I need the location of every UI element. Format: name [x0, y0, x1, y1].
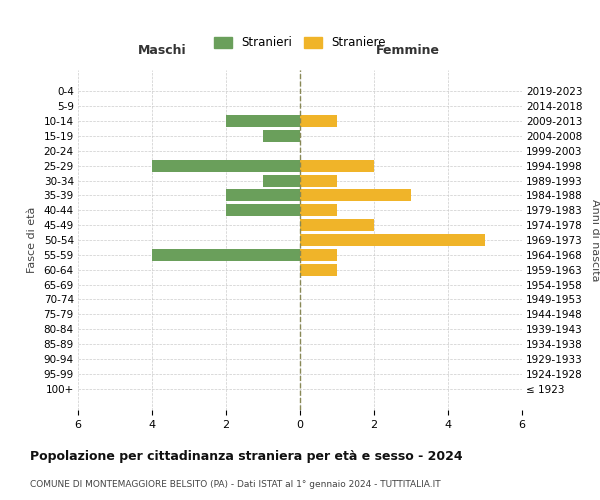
Bar: [300, 190, 411, 202]
Bar: [300, 219, 374, 231]
Text: Maschi: Maschi: [137, 44, 187, 58]
Bar: [300, 174, 337, 186]
Bar: [300, 204, 337, 216]
Bar: [300, 249, 337, 261]
Bar: [226, 190, 300, 202]
Y-axis label: Anni di nascita: Anni di nascita: [590, 198, 600, 281]
Bar: [152, 160, 300, 172]
Text: Popolazione per cittadinanza straniera per età e sesso - 2024: Popolazione per cittadinanza straniera p…: [30, 450, 463, 463]
Text: COMUNE DI MONTEMAGGIORE BELSITO (PA) - Dati ISTAT al 1° gennaio 2024 - TUTTITALI: COMUNE DI MONTEMAGGIORE BELSITO (PA) - D…: [30, 480, 440, 489]
Bar: [263, 174, 300, 186]
Bar: [300, 115, 337, 127]
Bar: [300, 234, 485, 246]
Bar: [152, 249, 300, 261]
Bar: [300, 160, 374, 172]
Bar: [263, 130, 300, 142]
Bar: [226, 204, 300, 216]
Bar: [300, 264, 337, 276]
Y-axis label: Fasce di età: Fasce di età: [26, 207, 37, 273]
Text: Femmine: Femmine: [376, 44, 440, 58]
Legend: Stranieri, Straniere: Stranieri, Straniere: [209, 32, 391, 54]
Bar: [226, 115, 300, 127]
